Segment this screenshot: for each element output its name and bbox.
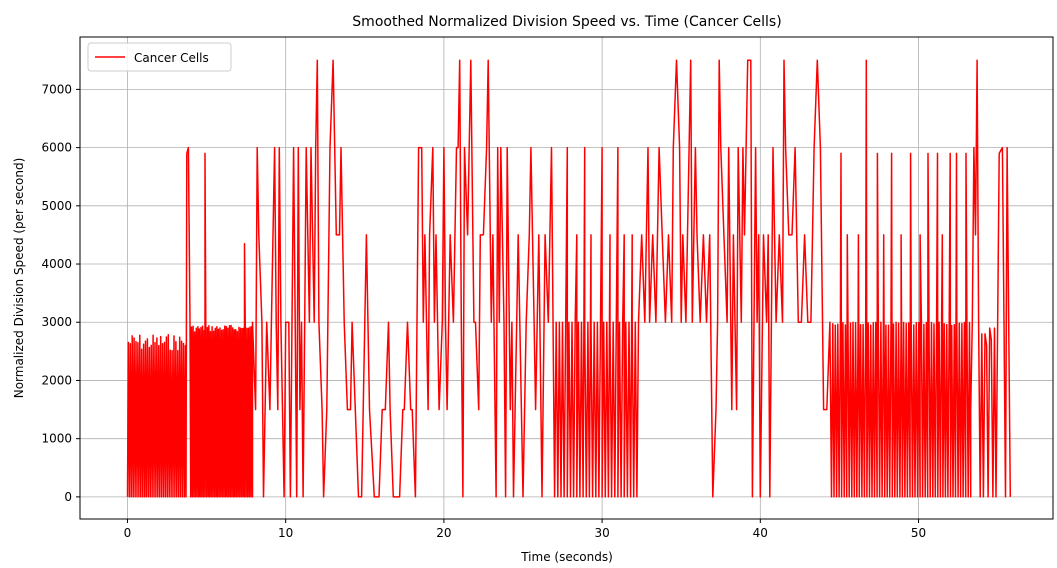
legend-label-cancer-cells: Cancer Cells [134,51,209,65]
series-layer [126,59,1012,498]
chart-title: Smoothed Normalized Division Speed vs. T… [352,14,781,30]
y-tick-label: 0 [64,490,72,504]
legend-box [87,42,232,72]
x-tick-label: 0 [124,526,132,540]
y-axis-label: Normalized Division Speed (per second) [12,158,26,399]
legend: Cancer Cells [87,42,232,72]
y-tick-label: 3000 [41,315,72,329]
y-tick-label: 7000 [41,82,72,96]
series-line-cancer-cells [126,59,1012,498]
x-axis: 0 10 20 30 40 50 [124,519,926,540]
y-tick-label: 2000 [41,373,72,387]
plot-frame [79,36,1054,520]
y-axis: 0 1000 2000 3000 4000 5000 6000 7000 [41,82,80,504]
x-tick-label: 20 [436,526,451,540]
x-tick-label: 40 [753,526,768,540]
x-axis-label: Time (seconds) [520,550,613,564]
y-tick-label: 6000 [41,141,72,155]
y-tick-label: 4000 [41,257,72,271]
x-tick-label: 50 [911,526,926,540]
x-tick-label: 30 [594,526,609,540]
y-tick-label: 1000 [41,432,72,446]
x-tick-label: 10 [278,526,293,540]
y-tick-label: 5000 [41,199,72,213]
